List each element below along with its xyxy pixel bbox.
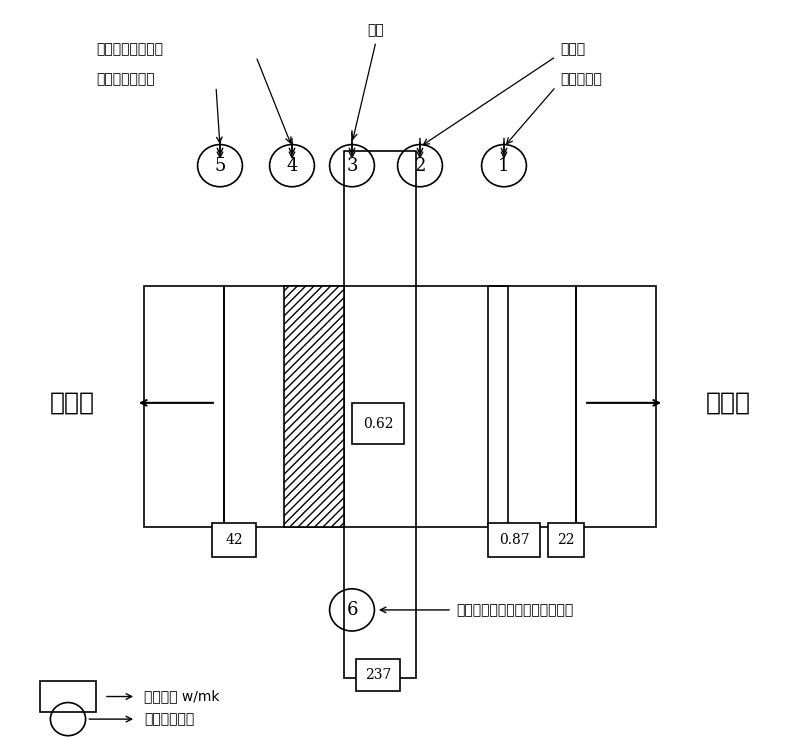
Text: 22: 22 <box>558 533 574 547</box>
Text: 图示参考数字: 图示参考数字 <box>144 712 194 726</box>
Text: 导热系数 w/mk: 导热系数 w/mk <box>144 690 219 703</box>
Text: 热导向: 热导向 <box>50 391 94 415</box>
Text: 237: 237 <box>365 668 391 681</box>
Bar <box>576 286 656 527</box>
Bar <box>488 286 508 527</box>
Bar <box>356 659 400 691</box>
Text: 发光二极管基座: 发光二极管基座 <box>96 72 154 86</box>
Text: 液体: 液体 <box>368 23 384 37</box>
Text: 0.62: 0.62 <box>362 416 394 431</box>
Text: 1: 1 <box>498 157 510 175</box>
Text: 发光二极管发热源: 发光二极管发热源 <box>96 42 163 56</box>
Text: 0.87: 0.87 <box>498 533 530 547</box>
Bar <box>284 286 344 527</box>
Bar <box>548 523 584 557</box>
Bar <box>488 523 540 557</box>
Text: 液体容器内的散热件（例如铝）: 液体容器内的散热件（例如铝） <box>456 603 574 617</box>
Bar <box>344 151 416 678</box>
Text: 42: 42 <box>225 533 243 547</box>
Text: 6: 6 <box>346 601 358 619</box>
Text: 5: 5 <box>214 157 226 175</box>
Text: 荧光粉硅胶: 荧光粉硅胶 <box>560 72 602 86</box>
Text: 3: 3 <box>346 157 358 175</box>
Bar <box>352 403 404 444</box>
Bar <box>212 523 256 557</box>
Text: 2: 2 <box>414 157 426 175</box>
Text: 4: 4 <box>286 157 298 175</box>
Bar <box>224 286 576 527</box>
Bar <box>144 286 224 527</box>
Text: 热导向: 热导向 <box>706 391 750 415</box>
Bar <box>40 681 96 712</box>
Text: 容器壁: 容器壁 <box>560 42 585 56</box>
